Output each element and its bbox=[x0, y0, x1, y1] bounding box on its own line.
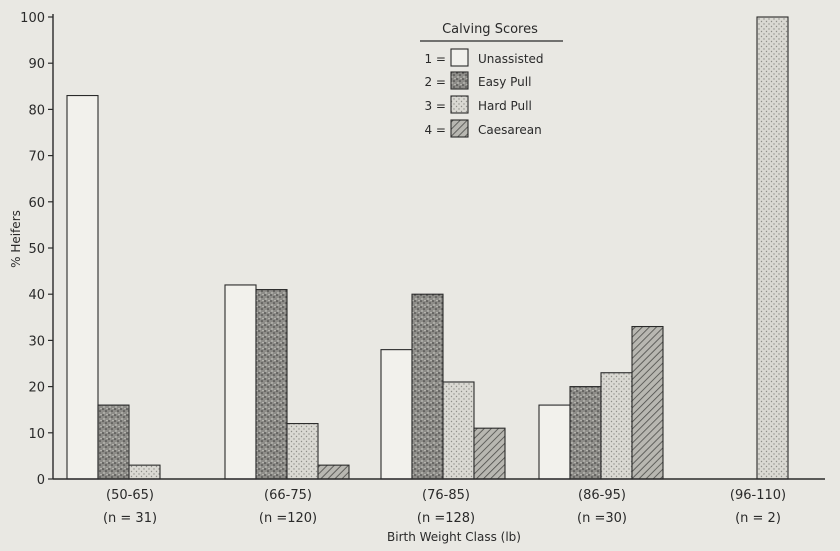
y-tick-label: 50 bbox=[28, 242, 45, 257]
y-tick-label: 100 bbox=[20, 11, 45, 26]
x-category-label: (96-110) bbox=[730, 488, 786, 503]
y-tick-label: 80 bbox=[28, 103, 45, 118]
legend-label: Caesarean bbox=[478, 123, 542, 137]
x-axis: (50-65) (n = 31) (66-75) (n =120) (76-85) (n … bbox=[53, 478, 825, 526]
bar-hard-pull bbox=[442, 381, 475, 480]
y-tick-label: 70 bbox=[28, 150, 45, 165]
x-axis-label: Birth Weight Class (lb) bbox=[387, 530, 521, 544]
bars bbox=[66, 16, 789, 480]
legend-code: 4 = bbox=[424, 123, 446, 137]
y-tick-label: 10 bbox=[28, 427, 45, 442]
y-tick-label: 60 bbox=[28, 196, 45, 211]
y-tick-label: 0 bbox=[37, 473, 45, 488]
y-tick-label: 90 bbox=[28, 57, 45, 72]
bar-hard-pull bbox=[756, 16, 789, 480]
bar-unassisted bbox=[538, 404, 571, 480]
bar-caesarean bbox=[317, 464, 350, 480]
legend-swatch bbox=[450, 48, 469, 67]
legend: Calving Scores 1 = Unassisted 2 = Easy Pull… bbox=[420, 22, 563, 138]
legend-code: 2 = bbox=[424, 75, 446, 89]
x-category-label: (86-95) bbox=[578, 488, 626, 503]
legend-title: Calving Scores bbox=[442, 22, 538, 37]
y-tick-label: 40 bbox=[28, 288, 45, 303]
bar-easy-pull bbox=[411, 293, 444, 480]
y-axis: 0 10 20 30 40 50 60 70 80 90 100 bbox=[20, 11, 54, 488]
legend-swatch bbox=[450, 71, 469, 90]
bar-hard-pull bbox=[600, 372, 633, 480]
legend-code: 1 = bbox=[424, 52, 446, 66]
bar-easy-pull bbox=[569, 386, 602, 480]
x-category-count: (n =120) bbox=[259, 511, 317, 526]
bar-caesarean bbox=[631, 325, 664, 480]
legend-swatch bbox=[450, 119, 469, 138]
x-category-label: (66-75) bbox=[264, 488, 312, 503]
x-category-label: (50-65) bbox=[106, 488, 154, 503]
bar-unassisted bbox=[66, 94, 99, 480]
bar-easy-pull bbox=[255, 289, 288, 480]
bar-hard-pull bbox=[286, 423, 319, 480]
y-tick-label: 20 bbox=[28, 381, 45, 396]
legend-swatch bbox=[450, 95, 469, 114]
x-category-count: (n =128) bbox=[417, 511, 475, 526]
legend-label: Hard Pull bbox=[478, 99, 532, 113]
legend-code: 3 = bbox=[424, 99, 446, 113]
bar-hard-pull bbox=[128, 464, 161, 480]
legend-label: Easy Pull bbox=[478, 75, 531, 89]
bar-unassisted bbox=[224, 284, 257, 480]
x-category-count: (n = 2) bbox=[735, 511, 781, 526]
bar-unassisted bbox=[380, 349, 413, 480]
x-category-label: (76-85) bbox=[422, 488, 470, 503]
x-category-count: (n = 31) bbox=[103, 511, 157, 526]
bar-caesarean bbox=[473, 427, 506, 480]
y-axis-label: % Heifers bbox=[9, 210, 23, 268]
y-tick-label: 30 bbox=[28, 334, 45, 349]
bar-easy-pull bbox=[97, 404, 130, 480]
x-category-count: (n =30) bbox=[577, 511, 627, 526]
legend-label: Unassisted bbox=[478, 52, 544, 66]
